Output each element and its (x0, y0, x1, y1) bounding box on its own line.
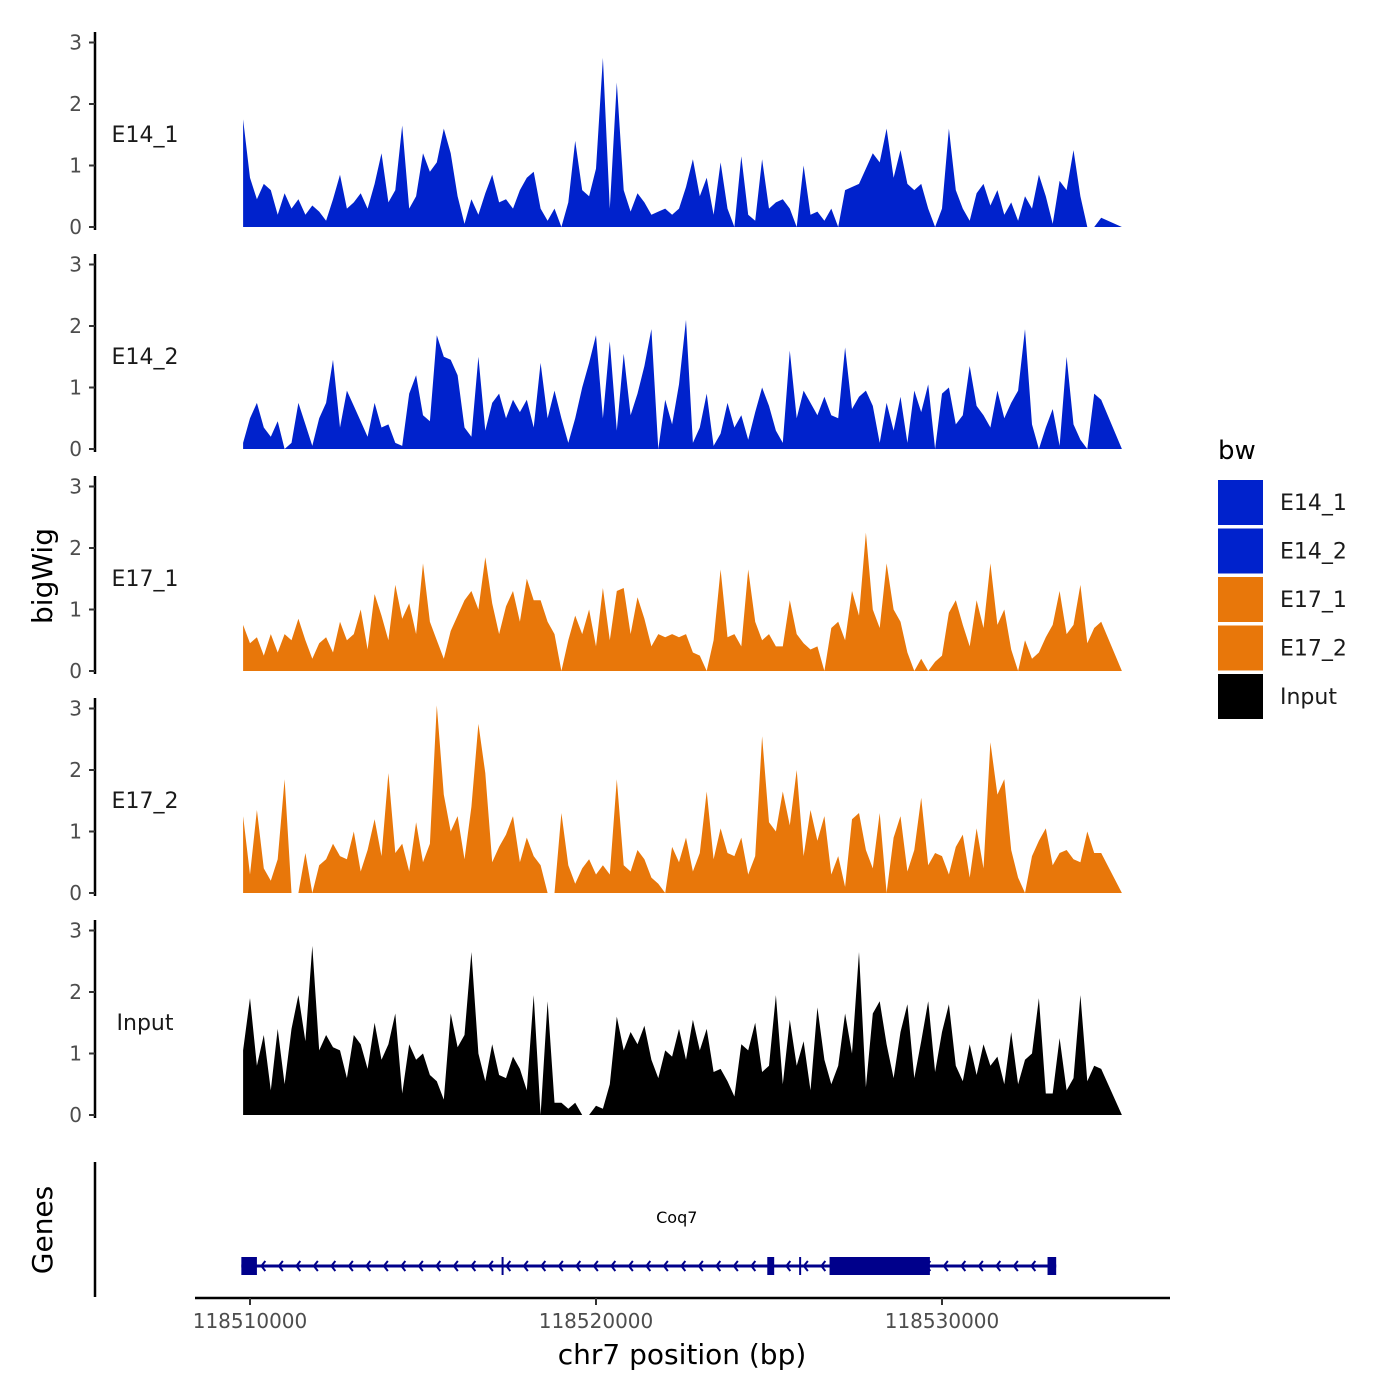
y-tick-label: 1 (69, 820, 82, 844)
track-label: E17_2 (112, 789, 179, 814)
legend-swatch (1218, 626, 1263, 671)
legend-swatch (1218, 480, 1263, 525)
track-label: Input (117, 1011, 174, 1036)
y-tick-label: 1 (69, 598, 82, 622)
legend-label: E17_1 (1280, 588, 1347, 613)
y-tick-label: 1 (69, 154, 82, 178)
coverage-area (243, 533, 1122, 671)
legend-item: Input (1218, 674, 1337, 719)
legend-items: E14_1 E14_2 E17_1 E17_2 Input (1218, 480, 1347, 719)
gene-models: Coq7 (241, 1208, 1056, 1275)
legend-swatch (1218, 577, 1263, 622)
bigwig-track-plot: 0 1 2 3 E14_1 0 1 2 3 E14_2 0 1 2 3 E17_1 0 1 2 3 E17_2 0 1 2 3… (0, 0, 1400, 1400)
track-label: E14_2 (112, 345, 179, 370)
gene-label: Coq7 (656, 1208, 697, 1227)
coverage-tracks: 0 1 2 3 E14_1 0 1 2 3 E14_2 0 1 2 3 E17_1 0 1 2 3 E17_2 0 1 2 3… (69, 31, 1122, 1128)
x-ticks: 118510000 118520000 118530000 (193, 1298, 1000, 1333)
legend-label: E14_2 (1280, 540, 1347, 565)
track-e17-1: 0 1 2 3 E17_1 (69, 475, 1122, 684)
legend-swatch (1218, 529, 1263, 574)
legend: bw E14_1 E14_2 E17_1 E17_2 Input (1218, 436, 1347, 719)
track-label: E14_1 (112, 123, 179, 148)
x-axis-title: chr7 position (bp) (558, 1338, 807, 1371)
legend-item: E14_2 (1218, 529, 1347, 574)
legend-swatch (1218, 674, 1263, 719)
gene-exon (1048, 1257, 1057, 1275)
y-tick-label: 3 (69, 253, 82, 277)
y-tick-label: 3 (69, 919, 82, 943)
genes-axis-title: Genes (26, 1186, 59, 1274)
y-tick-label: 1 (69, 376, 82, 400)
y-tick-label: 0 (69, 215, 82, 239)
y-tick-label: 1 (69, 1042, 82, 1066)
x-tick-label: 118510000 (193, 1309, 308, 1333)
y-tick-label: 0 (69, 1103, 82, 1127)
coverage-area (243, 320, 1122, 449)
y-tick-label: 2 (69, 92, 82, 116)
legend-item: E14_1 (1218, 480, 1347, 525)
legend-label: Input (1280, 685, 1337, 710)
x-axis: 118510000 118520000 118530000 chr7 positio… (193, 1298, 1170, 1371)
y-tick-label: 0 (69, 881, 82, 905)
genes-panel: Genes Coq7 (26, 1162, 1056, 1297)
y-tick-label: 2 (69, 314, 82, 338)
gene-exon (241, 1257, 257, 1275)
x-tick-label: 118520000 (539, 1309, 654, 1333)
x-tick-label: 118530000 (885, 1309, 1000, 1333)
coverage-area (243, 58, 1122, 227)
y-tick-label: 3 (69, 31, 82, 55)
gene-coq7: Coq7 (241, 1208, 1056, 1275)
y-tick-label: 2 (69, 758, 82, 782)
coverage-area (243, 946, 1122, 1115)
track-e14-1: 0 1 2 3 E14_1 (69, 31, 1122, 240)
gene-exon (830, 1257, 930, 1275)
y-tick-label: 2 (69, 536, 82, 560)
legend-item: E17_1 (1218, 577, 1347, 622)
y-tick-label: 3 (69, 697, 82, 721)
y-tick-label: 0 (69, 437, 82, 461)
track-e17-2: 0 1 2 3 E17_2 (69, 697, 1122, 906)
y-tick-label: 2 (69, 980, 82, 1004)
legend-title: bw (1218, 436, 1256, 466)
track-input: 0 1 2 3 Input (69, 919, 1122, 1128)
y-tick-label: 3 (69, 475, 82, 499)
track-label: E17_1 (112, 567, 179, 592)
legend-item: E17_2 (1218, 626, 1347, 671)
gene-exon (767, 1257, 774, 1275)
y-axis-title: bigWig (26, 528, 59, 624)
legend-label: E17_2 (1280, 637, 1347, 662)
y-tick-label: 0 (69, 659, 82, 683)
legend-label: E14_1 (1280, 491, 1347, 516)
coverage-area (243, 705, 1122, 893)
track-e14-2: 0 1 2 3 E14_2 (69, 253, 1122, 462)
